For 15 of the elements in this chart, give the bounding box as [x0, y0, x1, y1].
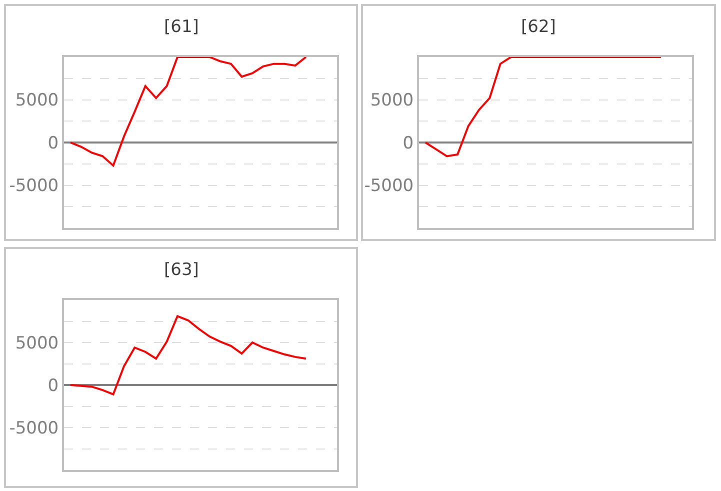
chart-title: [62]	[521, 17, 556, 37]
y-tick-label: 5000	[15, 90, 59, 111]
y-tick-label: 5000	[370, 90, 414, 111]
chart-title: [63]	[164, 260, 199, 280]
y-tick-label: 5000	[15, 333, 59, 354]
line-series	[424, 57, 662, 158]
chart-title: [61]	[164, 17, 199, 37]
y-tick-label: 0	[48, 133, 59, 154]
y-tick-label: -5000	[9, 418, 59, 438]
y-tick-label: 0	[48, 376, 59, 396]
y-tick-label: -5000	[9, 176, 59, 196]
y-tick-label: 0	[402, 133, 414, 154]
line-series	[69, 315, 307, 396]
y-tick-label: -5000	[364, 176, 414, 196]
line-series	[69, 57, 307, 167]
